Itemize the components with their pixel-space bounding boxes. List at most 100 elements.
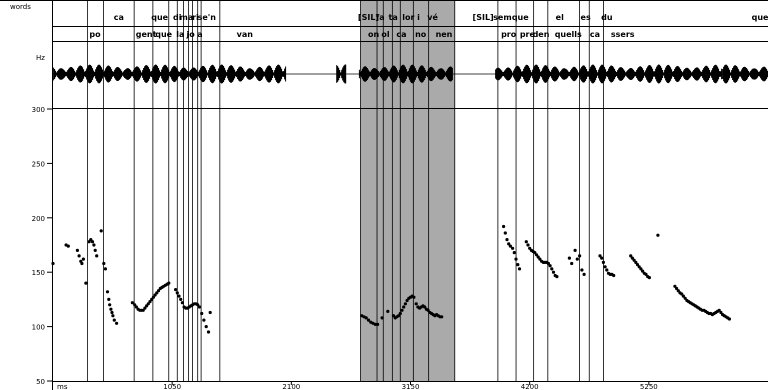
pitch-point (526, 243, 530, 247)
pitch-point (423, 305, 427, 309)
pitch-point (538, 257, 542, 261)
pitch-point (632, 258, 636, 262)
pitch-points (51, 224, 732, 334)
time-unit-label: ms (57, 383, 68, 390)
pitch-point (103, 267, 107, 271)
pitch-point (108, 303, 112, 307)
pitch-point (683, 296, 687, 300)
pitch-point (102, 261, 106, 266)
pitch-point (405, 298, 409, 303)
pitch-point (502, 224, 506, 229)
pitch-point (503, 231, 507, 235)
pitch-point (175, 291, 179, 295)
time-tick-label: 3150 (402, 383, 420, 390)
pitch-point (534, 253, 539, 257)
pitch-point (380, 316, 384, 320)
pitch-point (550, 267, 554, 271)
syllable-label: ta (389, 13, 398, 22)
syllable-label: van (237, 30, 254, 39)
pitch-point (656, 233, 660, 237)
syllable-label: po (89, 30, 101, 39)
syllable-label: vé (427, 12, 438, 22)
pitch-point (206, 330, 211, 334)
pitch-point (150, 297, 154, 301)
pitch-point (573, 248, 577, 252)
pitch-point (202, 318, 206, 322)
syllable-label: ssers (611, 30, 635, 39)
pitch-point (391, 314, 396, 318)
pitch-point (634, 260, 638, 264)
pitch-point (675, 286, 679, 291)
syllable-label: lor i (402, 13, 420, 22)
pitch-point (516, 263, 520, 267)
pitch-point (130, 301, 134, 305)
pitch-tick-label: 150 (32, 269, 45, 277)
pitch-point (81, 257, 85, 261)
time-tick-label: 5250 (640, 383, 658, 390)
pitch-point (51, 261, 55, 266)
pitch-tick-label: 250 (32, 160, 45, 168)
pitch-point (551, 270, 556, 274)
pitch-point (92, 243, 96, 247)
pitch-point (676, 289, 680, 293)
pitch-point (151, 295, 155, 299)
pitch-point (66, 244, 70, 248)
pitch-point (111, 314, 115, 318)
pitch-point (75, 248, 79, 252)
pitch-point (673, 284, 677, 288)
pitch-point (524, 240, 528, 244)
pitch-point (575, 257, 579, 261)
pitch-point (512, 251, 516, 255)
pitch-point (440, 315, 444, 319)
syllable-label: ca (590, 30, 600, 39)
pitch-point (376, 322, 380, 326)
pitch-point (510, 246, 515, 250)
syllable-label: que (151, 13, 168, 22)
pitch-point (600, 256, 604, 260)
syllable-label: quells (555, 30, 582, 39)
syllable-label: pre (520, 30, 536, 39)
pitch-point (196, 303, 200, 307)
pitch-point (601, 260, 606, 264)
time-tick-label: 1050 (163, 383, 181, 390)
time-tick-label: 2100 (282, 383, 300, 390)
hz-label: Hz (36, 54, 45, 62)
pitch-point (177, 294, 181, 298)
pitch-point (580, 268, 584, 272)
pitch-point (397, 314, 401, 318)
pitch-point (507, 242, 511, 246)
pitch-point (533, 251, 537, 255)
syllable-label: gent (136, 30, 157, 39)
pitch-point (107, 297, 111, 301)
pitch-point (508, 244, 512, 248)
pitch-point (681, 294, 686, 298)
pitch-point (517, 267, 522, 271)
pitch-point (412, 295, 416, 299)
time-tick-label: 4200 (521, 383, 539, 390)
pitch-point (629, 254, 633, 258)
syllable-label: pro (501, 30, 517, 39)
pitch-point (582, 272, 586, 276)
pitch-point (403, 302, 407, 306)
segment-boundaries[interactable] (87, 1, 604, 381)
pitch-point (112, 318, 116, 322)
pitch-point (93, 248, 97, 252)
pitch-point (639, 267, 643, 271)
syllable-label: den (533, 30, 550, 39)
pitch-point (402, 305, 406, 309)
pitch-point (373, 322, 377, 326)
syllable-label: que (512, 13, 529, 22)
pitch-point (727, 317, 732, 321)
syllable-label: que (752, 13, 768, 22)
pitch-point (555, 275, 559, 279)
syllable-label: no (415, 30, 427, 39)
pitch-point (133, 303, 137, 307)
pitch-point (180, 301, 184, 305)
pitch-point (143, 306, 147, 310)
time-axis: ms 1050 2100 3150 4200 5250 (57, 381, 658, 390)
syllable-label: es (581, 13, 591, 22)
pitch-point (141, 308, 145, 312)
syllable-label: ri (192, 13, 199, 22)
